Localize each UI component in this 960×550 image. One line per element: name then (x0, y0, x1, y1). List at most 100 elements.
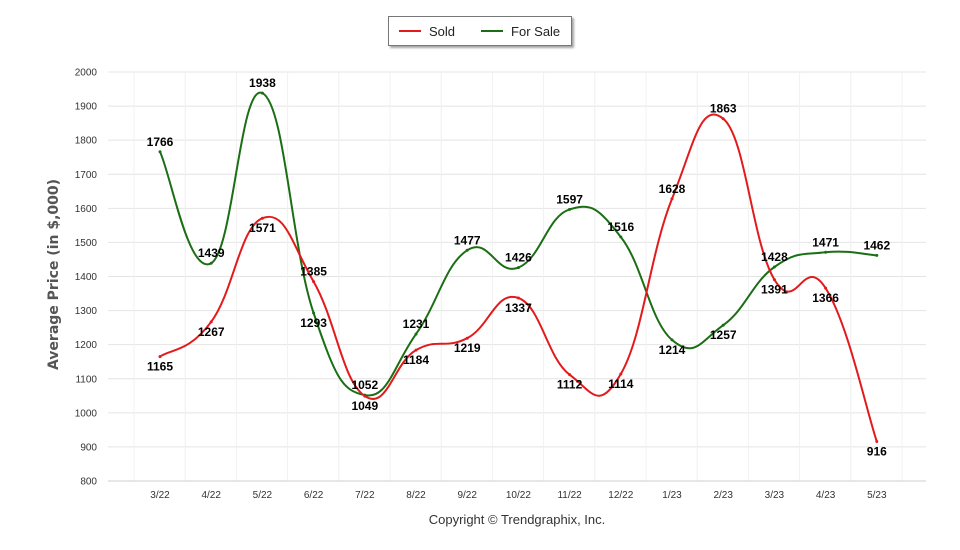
data-label-for-sale: 1426 (505, 251, 532, 265)
data-point-sold (875, 439, 879, 443)
data-labels: 1165 1267 1571 1385 1049 1184 1219 1337 1112 1114… (147, 76, 891, 458)
data-point-sold (516, 296, 520, 300)
x-tick-label: 1/23 (662, 490, 682, 501)
data-point-for-sale (824, 250, 828, 254)
y-tick-label: 1600 (75, 204, 98, 215)
data-label-for-sale: 1439 (198, 246, 225, 260)
data-label-sold: 1184 (403, 353, 429, 367)
data-label-for-sale: 1052 (351, 378, 378, 392)
data-label-for-sale: 1293 (300, 316, 327, 330)
data-point-sold (158, 355, 162, 359)
data-point-sold (209, 320, 213, 324)
data-point-sold (721, 117, 725, 121)
data-point-sold (824, 286, 828, 290)
data-label-sold: 1571 (249, 221, 276, 235)
y-tick-label: 1300 (75, 306, 98, 317)
legend-swatch-for-sale (481, 30, 504, 32)
y-tick-label: 2000 (75, 68, 98, 79)
data-label-sold: 1049 (351, 399, 378, 413)
data-label-sold: 1267 (198, 325, 225, 339)
data-point-for-sale (875, 253, 879, 257)
y-tick-label: 1400 (75, 272, 98, 283)
axes: 800 900 1000 1100 1200 1300 1400 1500 1600 1700 18… (46, 68, 926, 501)
data-point-sold (772, 278, 776, 282)
legend-label-for-sale: For Sale (511, 23, 561, 39)
x-tick-label: 7/22 (355, 490, 375, 501)
data-label-sold: 1165 (147, 360, 173, 374)
legend-item-sold: Sold (399, 24, 455, 39)
data-point-sold (568, 373, 572, 377)
data-point-sold (414, 348, 418, 352)
data-point-for-sale (414, 332, 418, 336)
gridlines (108, 71, 926, 482)
y-tick-label: 1500 (75, 238, 98, 249)
data-label-for-sale: 1938 (249, 76, 276, 90)
data-point-for-sale (209, 261, 213, 265)
y-tick-label: 1200 (75, 340, 98, 351)
data-label-for-sale: 1214 (659, 343, 686, 357)
data-point-sold (260, 216, 264, 220)
x-tick-label: 10/22 (506, 490, 531, 501)
x-tick-label: 11/22 (557, 490, 582, 501)
x-tick-label: 2/23 (713, 490, 733, 501)
data-label-sold: 1112 (557, 378, 583, 392)
x-tick-label: 4/23 (816, 490, 836, 501)
chart-legend: Sold For Sale (388, 16, 572, 46)
data-point-sold (465, 336, 469, 340)
y-tick-label: 900 (80, 442, 97, 453)
data-label-sold: 1366 (812, 291, 839, 305)
data-point-for-sale (516, 266, 520, 270)
data-label-for-sale: 1428 (761, 250, 788, 264)
series-lines (158, 91, 879, 443)
copyright-footer: Copyright © Trendgraphix, Inc. (428, 512, 606, 527)
x-tick-label: 3/22 (150, 490, 170, 501)
data-point-for-sale (158, 150, 162, 154)
data-label-for-sale: 1257 (710, 328, 737, 342)
y-tick-label: 1900 (75, 102, 98, 113)
x-tick-label: 12/22 (608, 490, 633, 501)
data-point-for-sale (260, 91, 264, 95)
y-tick-label: 800 (80, 477, 97, 488)
data-point-for-sale (465, 248, 469, 252)
data-label-for-sale: 1471 (812, 235, 839, 249)
data-point-for-sale (670, 338, 674, 342)
data-label-for-sale: 1462 (863, 238, 890, 252)
y-tick-label: 1000 (75, 408, 98, 419)
data-point-for-sale (772, 265, 776, 269)
data-label-sold: 1628 (659, 182, 686, 196)
y-axis-title: Average Price (in $,000) (46, 179, 62, 370)
series-line-sold (159, 113, 878, 442)
data-label-for-sale: 1516 (607, 220, 634, 234)
data-label-sold: 916 (867, 444, 887, 458)
data-label-sold: 1863 (710, 102, 737, 116)
data-label-sold: 1114 (608, 377, 634, 391)
x-tick-label: 8/22 (406, 490, 426, 501)
data-label-for-sale: 1231 (403, 317, 430, 331)
x-tick-label: 5/22 (253, 490, 273, 501)
data-point-sold (670, 197, 674, 201)
data-label-for-sale: 1477 (454, 233, 481, 247)
data-label-for-sale: 1766 (147, 135, 174, 149)
data-point-for-sale (721, 323, 725, 327)
data-point-sold (363, 394, 367, 398)
legend-label-sold: Sold (429, 23, 456, 39)
y-tick-label: 1700 (75, 170, 98, 181)
x-tick-label: 5/23 (867, 490, 887, 501)
data-point-for-sale (568, 207, 572, 211)
data-point-for-sale (619, 235, 623, 239)
y-tick-label: 1100 (75, 374, 97, 385)
x-tick-label: 9/22 (457, 490, 477, 501)
series-line-for-sale (159, 92, 877, 397)
data-label-sold: 1391 (761, 283, 788, 297)
data-label-sold: 1219 (454, 341, 481, 355)
legend-item-for-sale: For Sale (481, 24, 560, 39)
x-tick-label: 4/22 (201, 490, 221, 501)
data-label-for-sale: 1597 (556, 192, 583, 206)
x-tick-label: 6/22 (304, 490, 324, 501)
data-point-for-sale (312, 311, 316, 315)
data-point-sold (619, 372, 623, 376)
x-tick-label: 3/23 (765, 490, 785, 501)
data-label-sold: 1337 (505, 301, 532, 315)
